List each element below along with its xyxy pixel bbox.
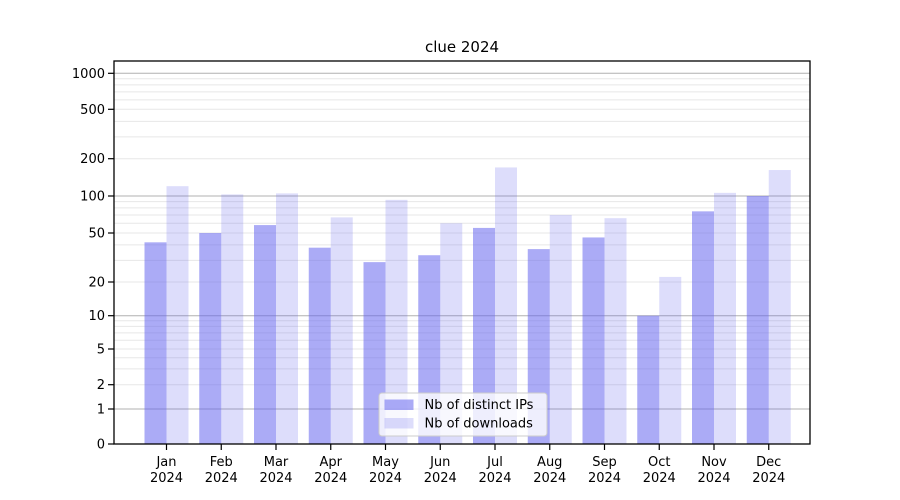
x-tick-label-month: Mar xyxy=(264,455,289,470)
y-tick-label: 100 xyxy=(80,190,105,205)
x-tick-label-month: Apr xyxy=(320,455,343,470)
axis-spine xyxy=(113,60,811,445)
bar-downloads xyxy=(659,276,682,444)
bar-downloads xyxy=(440,223,463,444)
bar-distinct-ips xyxy=(692,211,714,444)
y-tick-label: 200 xyxy=(80,152,105,167)
y-tick-label: 2 xyxy=(97,378,105,393)
axis-layer: 01251020501002005001000Jan2024Feb2024Mar… xyxy=(72,60,811,486)
bar-distinct-ips xyxy=(473,227,495,444)
bar-downloads xyxy=(495,167,517,444)
y-tick-label: 10 xyxy=(88,309,105,324)
bars-layer xyxy=(144,167,791,444)
bar-downloads xyxy=(330,217,353,444)
legend-swatch-distinct-ips xyxy=(384,399,414,410)
x-tick-label-year: 2024 xyxy=(478,471,511,486)
bar-distinct-ips xyxy=(199,233,222,444)
x-tick-label-month: Jul xyxy=(486,455,503,470)
y-tick-label: 50 xyxy=(88,227,105,242)
bar-distinct-ips xyxy=(582,237,605,444)
x-tick-label-month: May xyxy=(372,455,399,470)
x-tick-label-month: Nov xyxy=(701,455,727,470)
legend-label: Nb of distinct IPs xyxy=(425,398,534,413)
y-tick-label: 1000 xyxy=(72,67,105,82)
bar-distinct-ips xyxy=(637,315,660,444)
x-tick-label-month: Aug xyxy=(537,455,562,470)
x-tick-label-year: 2024 xyxy=(533,471,566,486)
bar-downloads xyxy=(166,186,189,444)
x-tick-label-year: 2024 xyxy=(697,471,730,486)
bar-downloads xyxy=(714,192,736,444)
bar-distinct-ips xyxy=(144,242,167,444)
bar-downloads xyxy=(221,194,244,444)
x-tick-label-year: 2024 xyxy=(369,471,402,486)
bar-distinct-ips xyxy=(308,247,331,444)
x-tick-label-month: Oct xyxy=(648,455,670,470)
x-tick-label-year: 2024 xyxy=(424,471,457,486)
y-tick-label: 500 xyxy=(80,103,105,118)
x-tick-label-year: 2024 xyxy=(314,471,347,486)
x-tick-label-month: Sep xyxy=(592,455,617,470)
x-tick-label-year: 2024 xyxy=(643,471,676,486)
bar-distinct-ips xyxy=(746,196,769,444)
bar-downloads xyxy=(549,215,572,444)
bar-downloads xyxy=(385,199,408,444)
bar-downloads xyxy=(768,170,791,444)
x-tick-label-year: 2024 xyxy=(205,471,238,486)
legend-box xyxy=(378,392,548,437)
x-tick-label-month: Jun xyxy=(429,455,450,470)
bar-downloads xyxy=(276,193,298,444)
y-tick-label: 1 xyxy=(97,403,105,418)
x-tick-label-year: 2024 xyxy=(259,471,292,486)
y-tick-label: 20 xyxy=(88,276,105,291)
bar-downloads xyxy=(604,218,627,444)
bar-distinct-ips xyxy=(254,225,276,444)
x-tick-label-month: Feb xyxy=(210,455,233,470)
x-tick-label-month: Jan xyxy=(155,455,176,470)
x-tick-label-month: Dec xyxy=(756,455,781,470)
y-tick-label: 5 xyxy=(97,343,105,358)
x-tick-label-year: 2024 xyxy=(588,471,621,486)
legend-swatch-downloads xyxy=(384,418,414,429)
y-tick-label: 0 xyxy=(97,438,105,453)
x-tick-label-year: 2024 xyxy=(752,471,785,486)
chart-title: clue 2024 xyxy=(425,38,499,56)
legend-layer: Nb of distinct IPs Nb of downloads xyxy=(378,392,548,437)
legend-label: Nb of downloads xyxy=(425,417,534,432)
x-tick-label-year: 2024 xyxy=(150,471,183,486)
